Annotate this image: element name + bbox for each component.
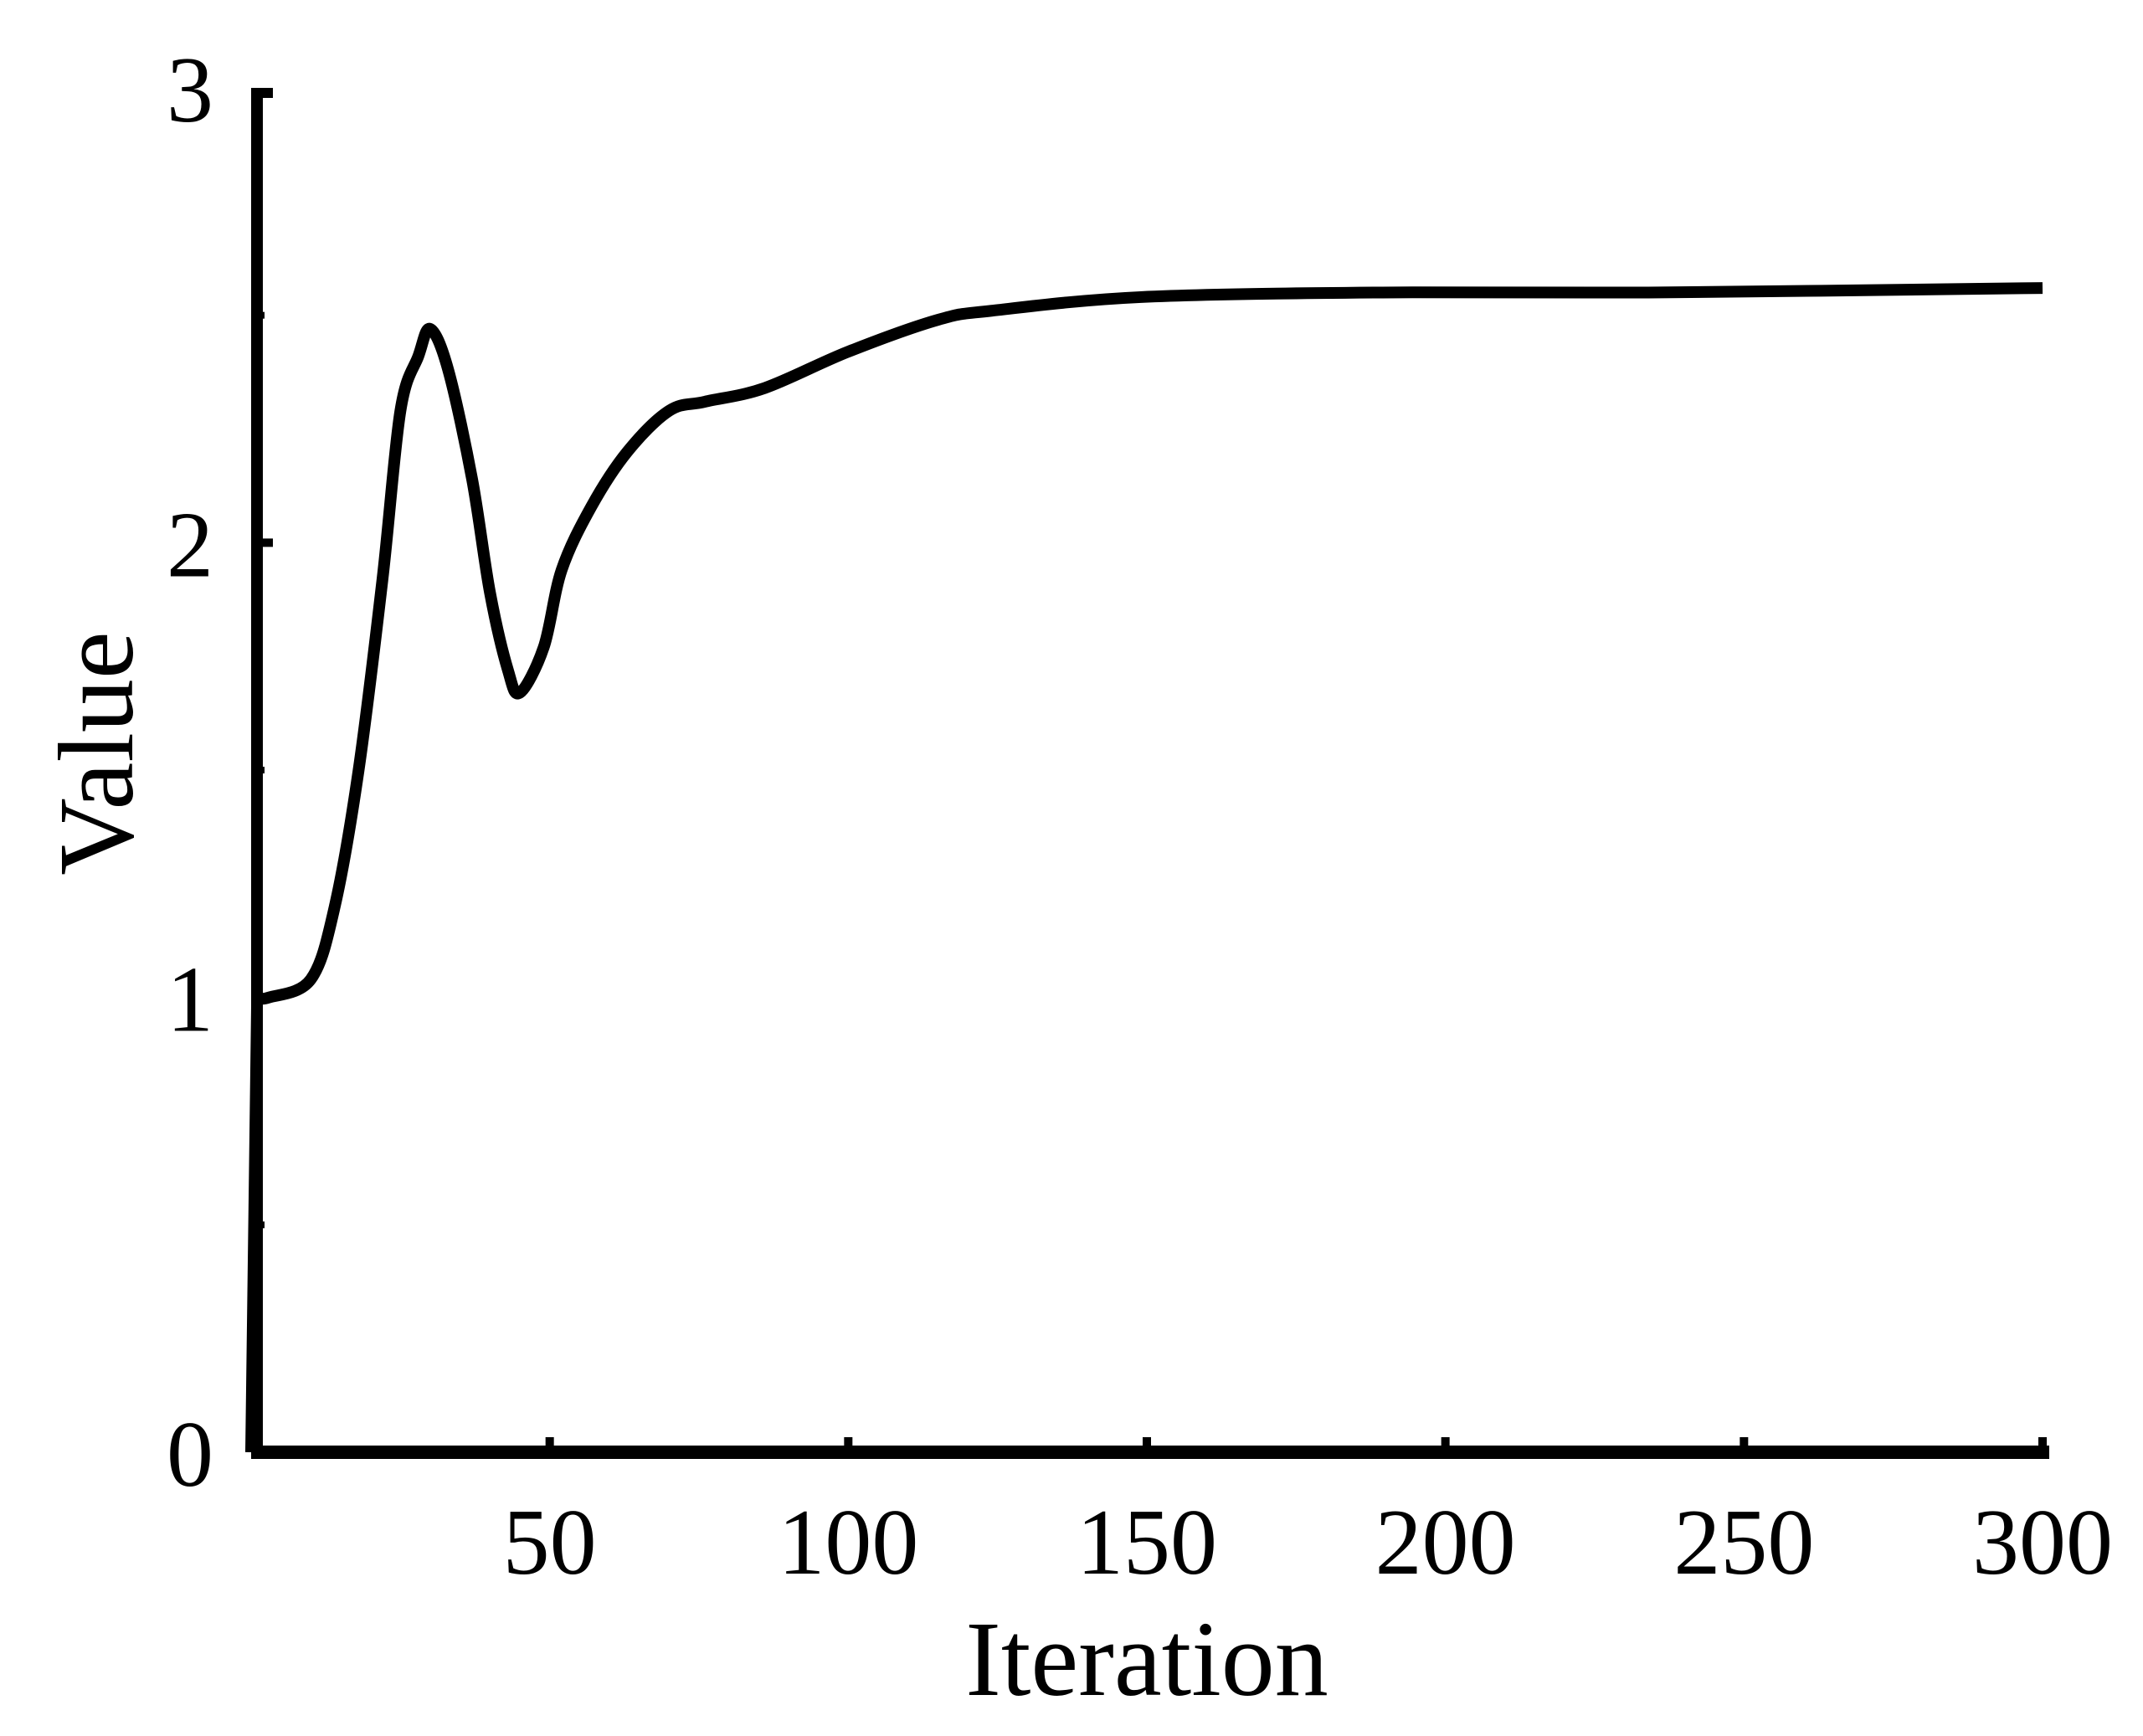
x-tick-label: 200	[1375, 1491, 1516, 1595]
x-tick-label: 100	[778, 1491, 918, 1595]
y-axis-title: Value	[37, 631, 156, 875]
plot-area	[245, 282, 2043, 1453]
y-tick-label: 3	[167, 39, 213, 142]
series-line	[245, 282, 2043, 1453]
x-tick-label: 300	[1972, 1491, 2113, 1595]
y-tick-label: 1	[167, 948, 213, 1052]
x-tick-label: 150	[1077, 1491, 1217, 1595]
y-tick-label: 2	[167, 493, 213, 597]
x-axis-title: Iteration	[965, 1600, 1328, 1718]
x-tick-label: 250	[1673, 1491, 1814, 1595]
y-tick-label: 0	[167, 1403, 213, 1507]
x-tick-label: 50	[503, 1491, 597, 1595]
y-axis-ticks: 0 1 2 3	[167, 39, 273, 1507]
x-axis-ticks: 50 100 150 200 250 300	[503, 1437, 2113, 1595]
